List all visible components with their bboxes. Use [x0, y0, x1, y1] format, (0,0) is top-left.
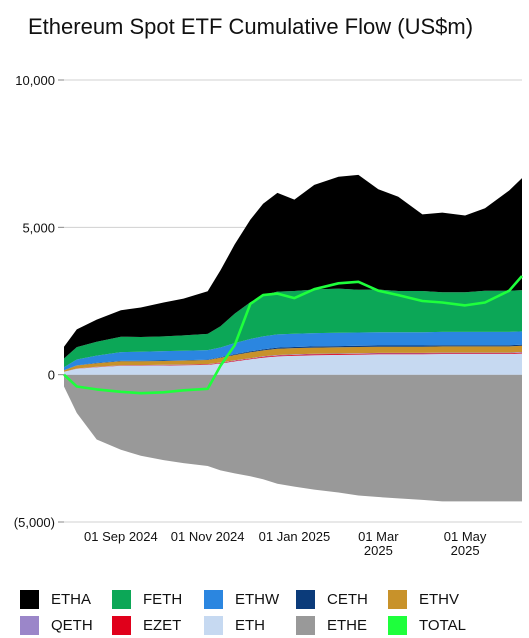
legend-item-ethv: ETHV — [388, 589, 480, 609]
chart-plot-area: 10,000 5,000 0 (5,000) 01 Sep 2024 01 Nov 20… — [14, 73, 523, 558]
y-tick-label: 10,000 — [15, 73, 55, 88]
legend: ETHA FETH ETHW CETH ETHV QETH EZET ETH ETHE TOTA… — [20, 586, 520, 638]
total-line-group — [63, 275, 523, 395]
legend-label: FETH — [143, 590, 183, 608]
area-etha — [64, 174, 522, 359]
x-tick-label: 01 Jan 2025 — [259, 529, 331, 544]
legend-item-total: TOTAL — [388, 615, 480, 635]
x-tick-label: 01 Nov 2024 — [171, 529, 245, 544]
area-ethv — [64, 345, 522, 372]
x-tick-label: 01 Sep 2024 — [84, 529, 158, 544]
legend-swatch — [20, 589, 39, 609]
y-axis-ticks: 10,000 5,000 0 (5,000) — [14, 73, 64, 530]
legend-item-feth: FETH — [112, 589, 204, 609]
legend-item-etha: ETHA — [20, 589, 112, 609]
legend-swatch — [112, 615, 131, 635]
area-ethw — [64, 331, 522, 371]
legend-item-ethw: ETHW — [204, 589, 296, 609]
legend-label: ETHV — [419, 590, 460, 608]
legend-swatch — [388, 615, 407, 635]
legend-swatch — [296, 589, 315, 609]
x-tick-label: 01 May 2025 — [444, 529, 487, 558]
legend-swatch — [296, 615, 315, 635]
legend-label: ETH — [235, 616, 265, 634]
stacked-areas — [64, 174, 522, 502]
legend-label: EZET — [143, 616, 182, 634]
chart-title: Ethereum Spot ETF Cumulative Flow (US$m) — [28, 14, 474, 39]
legend-item-qeth: QETH — [20, 615, 112, 635]
legend-label: ETHW — [235, 590, 280, 608]
legend-item-ceth: CETH — [296, 589, 388, 609]
x-axis-ticks: 01 Sep 2024 01 Nov 2024 01 Jan 2025 01 Mar 2… — [84, 529, 487, 558]
y-tick-label: (5,000) — [14, 515, 55, 530]
area-eth — [64, 353, 522, 375]
legend-label: ETHE — [327, 616, 368, 634]
y-tick-label: 0 — [48, 368, 55, 383]
legend-row: QETH EZET ETH ETHE TOTAL — [20, 612, 520, 638]
legend-row: ETHA FETH ETHW CETH ETHV — [20, 586, 520, 612]
legend-item-eth: ETH — [204, 615, 296, 635]
legend-label: TOTAL — [419, 616, 466, 634]
legend-swatch — [20, 615, 39, 635]
legend-label: ETHA — [51, 590, 92, 608]
area-feth — [64, 288, 522, 368]
legend-swatch — [204, 615, 223, 635]
legend-label: CETH — [327, 590, 368, 608]
legend-swatch — [204, 589, 223, 609]
area-ethe — [64, 374, 522, 502]
y-tick-label: 5,000 — [22, 220, 55, 235]
x-tick-label: 01 Mar 2025 — [358, 529, 399, 558]
legend-swatch — [112, 589, 131, 609]
legend-swatch — [388, 589, 407, 609]
legend-label: QETH — [51, 616, 93, 634]
legend-item-ezet: EZET — [112, 615, 204, 635]
line-total — [63, 275, 523, 395]
legend-item-ethe: ETHE — [296, 615, 388, 635]
